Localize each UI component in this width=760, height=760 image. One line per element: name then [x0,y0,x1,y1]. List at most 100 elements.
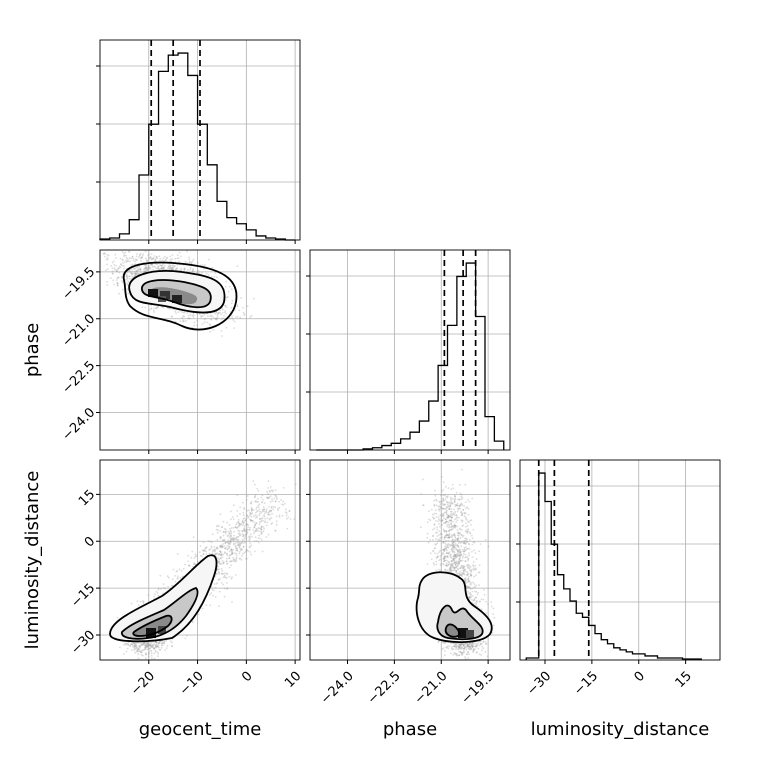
scatter-point [203,264,206,267]
scatter-point [145,269,147,272]
scatter-point [202,550,205,552]
scatter-point [182,567,185,570]
scatter-point [140,256,142,259]
scatter-point [145,264,148,266]
scatter-point [150,263,152,266]
scatter-point [132,257,135,260]
scatter-point [257,541,260,544]
scatter-point [221,569,224,572]
scatter-point [144,646,147,649]
scatter-point [162,306,165,309]
scatter-point [258,518,261,520]
scatter-point [254,495,257,498]
scatter-point [191,550,194,553]
scatter-point [275,523,278,526]
scatter-point [174,310,177,313]
scatter-point [191,269,194,272]
scatter-point [159,574,162,577]
scatter-point [222,531,225,534]
scatter-point [243,313,246,315]
scatter-point [135,255,138,258]
scatter-point [429,539,432,541]
scatter-point [240,297,243,299]
scatter-point [260,539,263,541]
scatter-point [141,643,143,645]
scatter-point [252,480,255,482]
scatter-point [174,268,177,271]
scatter-point [219,563,221,565]
scatter-point [236,515,239,517]
scatter-point [194,553,197,556]
scatter-point [256,487,259,490]
scatter-point [233,534,235,537]
scatter-point [150,645,152,648]
scatter-point [241,520,244,523]
scatter-point [263,515,266,518]
scatter-point [241,521,244,524]
scatter-point [133,642,135,644]
scatter-point [225,306,228,308]
scatter-point [218,568,220,571]
scatter-point [262,498,264,501]
scatter-point [267,497,270,499]
scatter-point [240,559,243,561]
scatter-point [165,639,168,642]
scatter-point [169,258,172,261]
scatter-point [223,545,226,547]
scatter-point [138,649,141,651]
scatter-point [233,542,235,545]
scatter-point [106,281,108,283]
scatter-point [214,549,217,552]
scatter-point [246,523,248,526]
scatter-point [105,258,108,261]
scatter-point [171,645,174,648]
scatter-point [187,560,190,563]
scatter-point [213,548,216,551]
scatter-point [220,554,223,557]
scatter-point [266,496,269,499]
scatter-point [267,492,269,495]
scatter-point [176,254,179,256]
scatter-point [122,262,124,264]
scatter-point [116,282,119,285]
scatter-point [155,641,158,644]
scatter-point [223,530,225,533]
scatter-point [244,535,247,538]
scatter-point [131,263,134,266]
scatter-point [161,266,164,269]
scatter-point [130,271,133,274]
scatter-point [192,258,195,261]
scatter-point [194,555,197,558]
scatter-point [244,530,247,533]
scatter-point [241,538,244,541]
scatter-point [142,600,144,602]
scatter-point [205,546,207,549]
scatter-point [177,257,180,260]
scatter-point [135,644,138,647]
scatter-point [476,600,478,603]
scatter-point [275,520,278,523]
scatter-point [235,523,238,526]
scatter-point [474,586,477,588]
scatter-point [207,258,210,261]
scatter-point [236,494,239,497]
scatter-point [157,265,160,268]
scatter-point [219,557,222,559]
scatter-point [162,583,165,585]
scatter-point [265,524,268,527]
scatter-point [221,556,224,559]
scatter-point [223,311,226,314]
scatter-point [139,644,142,647]
scatter-point [115,269,118,272]
scatter-point [139,650,142,653]
scatter-point [152,257,155,259]
scatter-point [135,647,138,650]
scatter-point [124,642,126,645]
scatter-point [147,268,149,270]
scatter-point [208,552,211,555]
scatter-point [183,315,186,318]
scatter-point [225,560,228,563]
scatter-point [259,537,261,540]
scatter-point [125,254,127,257]
scatter-point [244,519,247,522]
